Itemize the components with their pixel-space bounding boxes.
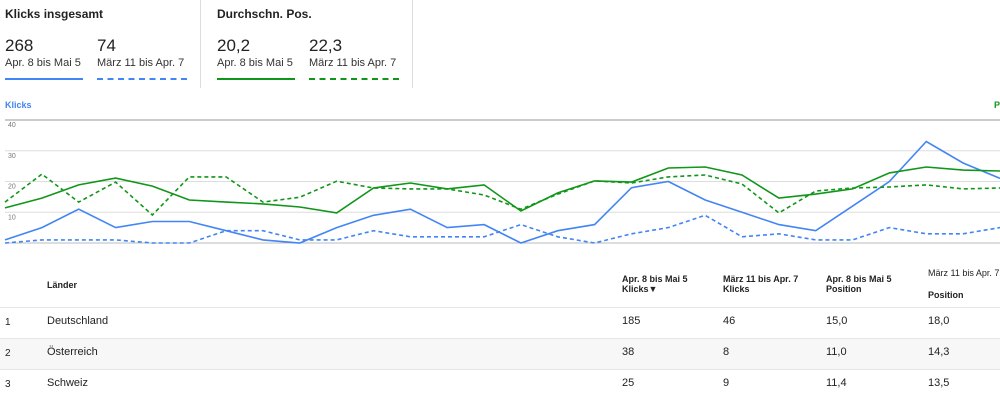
table-cell: 11,4 <box>826 377 847 389</box>
table-cell: Schweiz <box>47 377 88 389</box>
header-range[interactable]: März 11 bis Apr. 7 <box>928 268 1000 278</box>
header-range[interactable]: Apr. 8 bis Mai 5 <box>826 274 892 284</box>
card-title: Durchschn. Pos. <box>217 7 312 21</box>
table-cell: 13,5 <box>928 377 950 389</box>
table-row[interactable] <box>0 307 1000 339</box>
y2-axis-label: P <box>994 100 1000 110</box>
y-tick-label: 40 <box>8 122 16 129</box>
metric-range: Apr. 8 bis Mai 5 <box>5 57 81 69</box>
metric-value: 74 <box>97 36 116 55</box>
table-cell: Österreich <box>47 346 98 358</box>
header-label: Länder <box>47 280 78 290</box>
table-cell: 3 <box>5 379 11 390</box>
y-tick-label: 10 <box>8 214 16 221</box>
table-cell: 15,0 <box>826 315 848 327</box>
header-metric[interactable]: Position <box>826 284 862 294</box>
table-cell: 8 <box>723 346 730 358</box>
series-line <box>4 173 1000 217</box>
header-range[interactable]: März 11 bis Apr. 7 <box>723 274 799 284</box>
metric-value: 22,3 <box>309 36 343 55</box>
legend-line <box>5 78 83 80</box>
series-line <box>4 214 1000 244</box>
table-cell: 25 <box>622 377 635 389</box>
separator <box>200 0 201 88</box>
y-tick-label: 20 <box>8 184 16 191</box>
table-cell: 46 <box>723 315 736 327</box>
metric-range: März 11 bis Apr. 7 <box>309 57 397 69</box>
metric-range: Apr. 8 bis Mai 5 <box>217 57 293 69</box>
y-axis-label: Klicks <box>5 100 32 110</box>
table-cell: Deutschland <box>47 315 109 327</box>
table-cell: 18,0 <box>928 315 950 327</box>
legend-line <box>309 78 399 80</box>
table-cell: 9 <box>723 377 730 389</box>
series-line <box>4 140 1000 244</box>
metric-value: 20,2 <box>217 36 251 55</box>
table-cell: 185 <box>622 315 641 327</box>
table-cell: 2 <box>5 348 11 359</box>
separator <box>412 0 413 88</box>
card-title: Klicks insgesamt <box>5 7 104 21</box>
header-range[interactable]: Apr. 8 bis Mai 5 <box>622 274 688 284</box>
metric-range: März 11 bis Apr. 7 <box>97 57 185 69</box>
table-cell: 14,3 <box>928 346 950 358</box>
table-row[interactable] <box>0 369 1000 401</box>
y-tick-label: 30 <box>8 153 16 160</box>
table-cell: 1 <box>5 317 11 328</box>
legend-line <box>217 78 295 80</box>
table-cell: 11,0 <box>826 346 847 358</box>
chart: Klicks P 10 20 30 40 <box>4 100 1000 244</box>
metric-value: 268 <box>5 36 34 55</box>
header-metric[interactable]: Klicks▼ <box>622 284 658 294</box>
header-metric[interactable]: Klicks <box>723 284 750 294</box>
table-cell: 38 <box>622 346 635 358</box>
header-metric[interactable]: Position <box>928 290 964 300</box>
legend-line <box>97 78 187 80</box>
table-row[interactable] <box>0 338 1000 370</box>
series-line <box>4 166 1000 214</box>
